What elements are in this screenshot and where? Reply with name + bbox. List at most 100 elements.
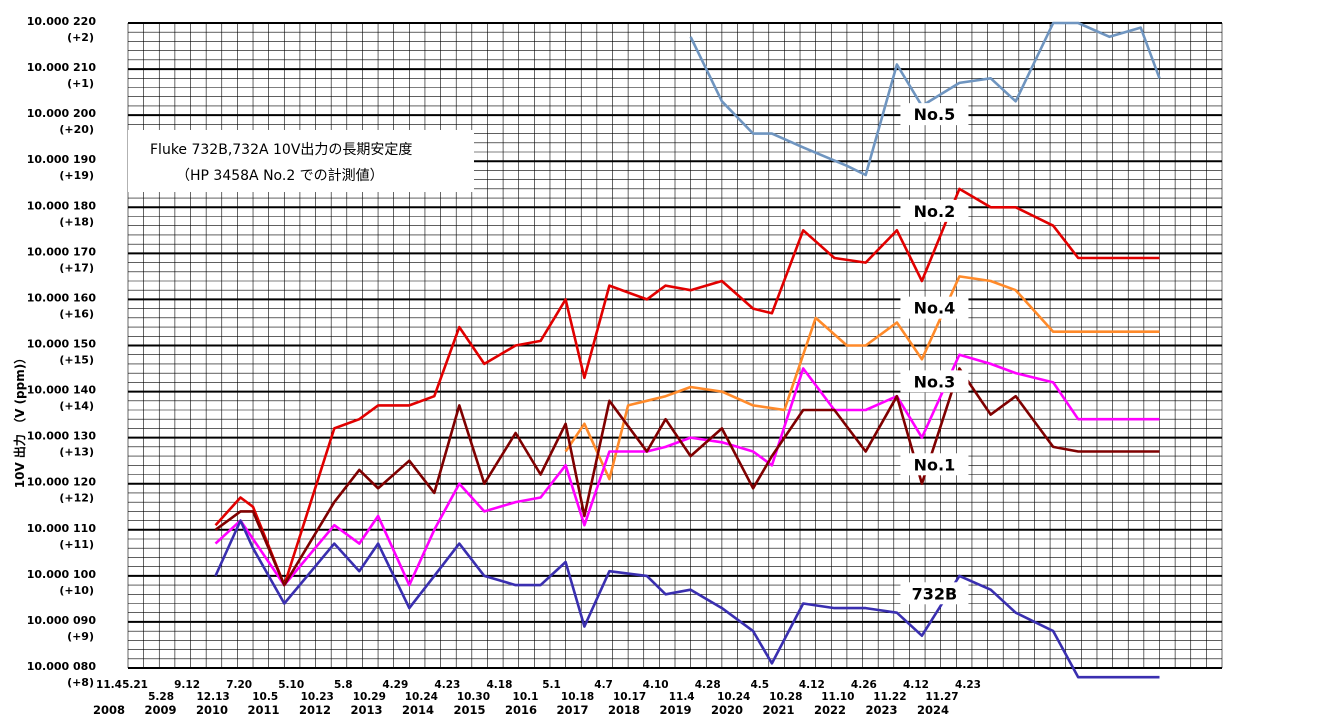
x-year-label: 2022 [814, 703, 846, 717]
y-axis-labels: 10.000 220 (+2) 10.000 210 (+1) 10.000 200 (+… [27, 15, 97, 689]
x-tick-label: 4.18 [486, 679, 512, 691]
chart-subtitle: （HP 3458A No.2 での計測値） [176, 168, 384, 184]
x-tick-label: 4.5 [750, 679, 769, 691]
y-tick-ppm-label: (+20) [59, 123, 94, 136]
series-label-bg [900, 199, 969, 222]
series-line-no4 [564, 275, 1160, 481]
y-tick-label: 10.000 160 [27, 291, 97, 304]
series-label-no3: No.3 [914, 372, 956, 391]
y-tick-ppm-label: (+17) [59, 261, 94, 274]
x-tick-label: 4.23 [955, 679, 981, 691]
y-tick-ppm-label: (+14) [59, 400, 94, 413]
x-year-label: 2010 [196, 703, 228, 717]
x-year-label: 2020 [711, 703, 743, 717]
y-tick-label: 10.000 190 [27, 153, 97, 166]
series-label-no1: No.1 [914, 455, 956, 474]
y-tick-ppm-label: (+11) [59, 538, 94, 551]
x-tick-label: 11.4 [669, 691, 695, 703]
x-tick-label: 10.24 [405, 691, 438, 703]
y-tick-label: 10.000 080 [27, 660, 97, 673]
series-label-bg [900, 453, 969, 476]
y-tick-ppm-label: (+13) [59, 446, 94, 459]
x-year-label: 2018 [608, 703, 640, 717]
series-labels: No.5 No.2 No.4 No.3 No.1 732B [900, 103, 969, 605]
x-year-label: 2008 [93, 703, 125, 717]
y-tick-ppm-label: (+16) [59, 307, 94, 320]
x-tick-label: 10.17 [613, 691, 646, 703]
x-tick-label: 12.13 [197, 691, 230, 703]
x-year-label: 2019 [659, 703, 691, 717]
chart-title: Fluke 732B,732A 10V出力の長期安定度 [150, 142, 412, 158]
x-year-label: 2011 [247, 703, 279, 717]
x-tick-label: 5.28 [148, 691, 174, 703]
series-label-bg [900, 582, 969, 605]
x-year-label: 2009 [144, 703, 176, 717]
y-tick-ppm-label: (+15) [59, 354, 94, 367]
y-tick-ppm-label: (+2) [67, 31, 94, 44]
x-tick-label: 4.26 [851, 679, 877, 691]
x-tick-label: 11.27 [925, 691, 958, 703]
x-tick-label: 11.4 [96, 679, 122, 691]
x-tick-label: 4.28 [695, 679, 721, 691]
series-label-no2: No.2 [914, 202, 956, 221]
y-tick-label: 10.000 210 [27, 61, 97, 74]
y-tick-label: 10.000 110 [27, 522, 97, 535]
x-axis-labels: 11.4 5.215.289.1212.137.2010.55.1010.235.… [93, 679, 981, 717]
series-label-no5: No.5 [914, 105, 956, 124]
series-line-no1 [214, 367, 1160, 587]
y-tick-label: 10.000 220 [27, 15, 97, 28]
x-tick-label: 5.10 [278, 679, 304, 691]
y-tick-ppm-label: (+19) [59, 169, 94, 182]
x-tick-label: 4.12 [903, 679, 929, 691]
y-tick-label: 10.000 200 [27, 107, 97, 120]
y-tick-ppm-label: (+10) [59, 584, 94, 597]
x-year-label: 2021 [762, 703, 794, 717]
x-tick-label: 10.1 [513, 691, 539, 703]
x-tick-label: 4.12 [799, 679, 825, 691]
x-tick-label: 4.7 [594, 679, 613, 691]
y-tick-label: 10.000 100 [27, 568, 97, 581]
y-tick-ppm-label: (+8) [67, 676, 94, 689]
series-label-bg [900, 296, 969, 319]
x-year-label: 2012 [299, 703, 331, 717]
x-tick-label: 10.23 [301, 691, 334, 703]
x-tick-label: 10.29 [353, 691, 386, 703]
y-tick-label: 10.000 120 [27, 476, 97, 489]
x-year-label: 2017 [556, 703, 588, 717]
x-tick-label: 4.23 [434, 679, 460, 691]
x-tick-label: 5.8 [334, 679, 353, 691]
y-tick-ppm-label: (+18) [59, 215, 94, 228]
x-tick-label: 7.20 [226, 679, 252, 691]
x-tick-label: 11.22 [873, 691, 906, 703]
y-tick-label: 10.000 090 [27, 614, 97, 627]
y-tick-label: 10.000 130 [27, 430, 97, 443]
series-line-no3 [214, 353, 1160, 587]
series-label-bg [900, 370, 969, 393]
series-label-bg [900, 103, 969, 126]
x-year-label: 2015 [453, 703, 485, 717]
x-year-label: 2023 [865, 703, 897, 717]
x-year-label: 2013 [350, 703, 382, 717]
y-tick-ppm-label: (+9) [67, 630, 94, 643]
x-tick-label: 5.21 [122, 679, 148, 691]
y-tick-ppm-label: (+1) [67, 77, 94, 90]
x-tick-label: 10.28 [769, 691, 802, 703]
title-box: Fluke 732B,732A 10V出力の長期安定度 （HP 3458A No… [128, 130, 474, 192]
x-tick-label: 5.1 [542, 679, 561, 691]
x-tick-label: 10.24 [717, 691, 750, 703]
y-tick-label: 10.000 150 [27, 338, 97, 351]
x-tick-label: 11.10 [821, 691, 854, 703]
x-tick-label: 9.12 [174, 679, 200, 691]
y-tick-label: 10.000 140 [27, 384, 97, 397]
x-tick-label: 4.10 [643, 679, 669, 691]
x-year-label: 2024 [917, 703, 949, 717]
x-year-label: 2016 [505, 703, 537, 717]
y-tick-label: 10.000 180 [27, 199, 97, 212]
x-tick-label: 4.29 [382, 679, 408, 691]
y-tick-ppm-label: (+12) [59, 492, 94, 505]
y-axis-title: 10V 出力 （V (ppm)） [12, 352, 27, 488]
x-tick-label: 10.5 [252, 691, 278, 703]
series-line-no2 [214, 187, 1160, 587]
x-tick-label: 10.18 [561, 691, 594, 703]
